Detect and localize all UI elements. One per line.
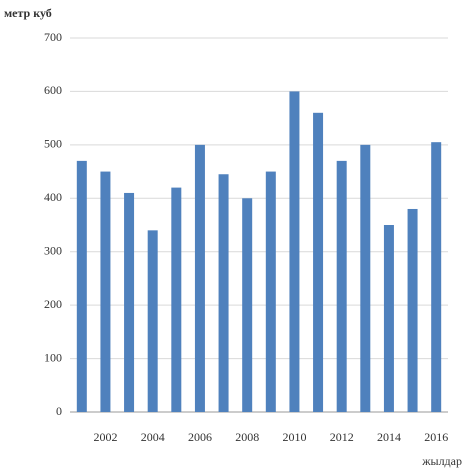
y-axis-label: метр куб <box>4 6 52 20</box>
bar <box>218 174 229 412</box>
bar <box>100 171 111 412</box>
x-tick-label: 2014 <box>377 430 401 444</box>
bar <box>313 112 324 413</box>
x-tick-label: 2016 <box>424 430 448 444</box>
y-tick-label: 500 <box>44 137 62 151</box>
bar <box>76 160 87 412</box>
bar <box>289 91 300 412</box>
y-tick-label: 100 <box>44 350 62 364</box>
x-tick-label: 2010 <box>282 430 306 444</box>
bar <box>242 198 253 412</box>
bar <box>147 230 158 412</box>
bar <box>431 142 442 412</box>
bar <box>383 225 394 412</box>
bar <box>194 144 205 412</box>
x-tick-label: 2002 <box>93 430 117 444</box>
bar <box>265 171 276 412</box>
bar <box>171 187 182 412</box>
y-tick-label: 600 <box>44 83 62 97</box>
x-tick-label: 2004 <box>141 430 165 444</box>
x-axis-label: жылдар <box>421 454 462 468</box>
bar <box>360 144 371 412</box>
bar <box>124 192 135 412</box>
bar <box>336 160 347 412</box>
y-tick-label: 300 <box>44 243 62 257</box>
bar <box>407 208 418 412</box>
x-tick-label: 2008 <box>235 430 259 444</box>
y-tick-label: 400 <box>44 190 62 204</box>
x-tick-label: 2006 <box>188 430 212 444</box>
x-tick-label: 2012 <box>330 430 354 444</box>
y-tick-label: 700 <box>44 30 62 44</box>
y-tick-label: 200 <box>44 297 62 311</box>
y-tick-label: 0 <box>56 404 62 418</box>
